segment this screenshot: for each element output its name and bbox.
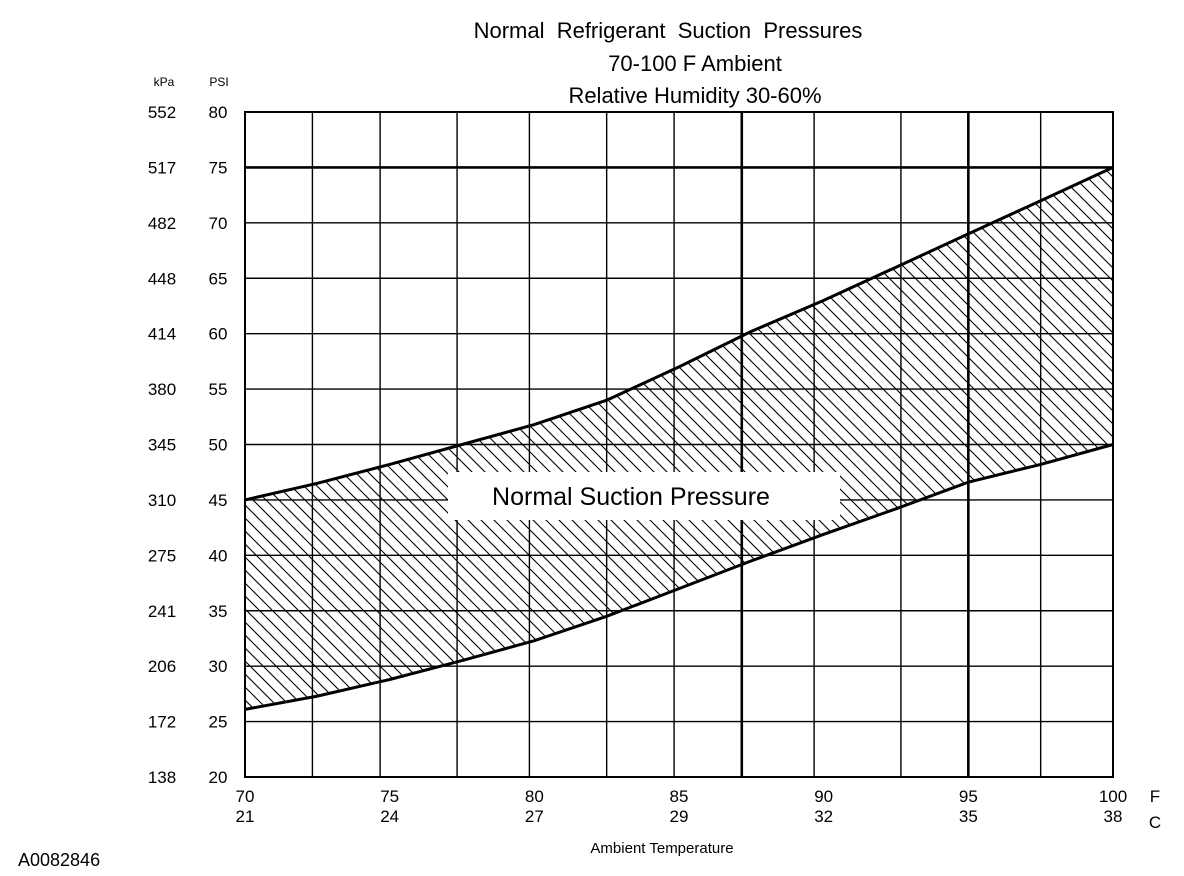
- y-tick-psi: 80: [209, 103, 228, 122]
- x-tick-f: 80: [525, 787, 544, 806]
- x-tick-f: 100: [1099, 787, 1127, 806]
- x-tick-c: 29: [670, 807, 689, 826]
- y-tick-kpa: 206: [148, 657, 176, 676]
- y-tick-kpa: 552: [148, 103, 176, 122]
- x-tick-f: 70: [236, 787, 255, 806]
- y-tick-kpa: 517: [148, 158, 176, 177]
- y-tick-kpa: 345: [148, 436, 176, 455]
- y-tick-psi: 55: [209, 380, 228, 399]
- y-tick-psi: 20: [209, 768, 228, 787]
- y-tick-psi: 30: [209, 657, 228, 676]
- x-tick-c: 21: [236, 807, 255, 826]
- y-tick-kpa: 275: [148, 546, 176, 565]
- x-tick-f: 90: [814, 787, 833, 806]
- y-tick-psi: 70: [209, 214, 228, 233]
- y-tick-kpa: 310: [148, 491, 176, 510]
- x-tick-c: 35: [959, 807, 978, 826]
- x-unit-c: C: [1149, 813, 1161, 832]
- band-label: Normal Suction Pressure: [492, 483, 770, 511]
- y-tick-kpa: 172: [148, 713, 176, 732]
- x-tick-f: 75: [380, 787, 399, 806]
- y-tick-psi: 65: [209, 269, 228, 288]
- y-tick-psi: 35: [209, 602, 228, 621]
- x-axis-labels: 70 75 80 85 90 95 100 21 24 27 29 32 35 38: [236, 787, 1128, 826]
- chart-title: Normal Refrigerant Suction Pressures: [474, 18, 863, 43]
- y-tick-psi: 50: [209, 436, 228, 455]
- y-tick-psi: 25: [209, 713, 228, 732]
- y-tick-kpa: 482: [148, 214, 176, 233]
- y-unit-psi: PSI: [209, 75, 228, 89]
- normal-pressure-band: [245, 167, 1113, 710]
- y-axis-labels: 552 80 517 75 482 70 448 65 414 60 380 55 345 50 310 45…: [148, 103, 228, 787]
- x-tick-f: 85: [670, 787, 689, 806]
- band-label-backdrop: [448, 472, 840, 520]
- y-unit-kpa: kPa: [154, 75, 175, 89]
- x-tick-c: 32: [814, 807, 833, 826]
- x-tick-c: 24: [380, 807, 399, 826]
- y-tick-psi: 40: [209, 546, 228, 565]
- plot-frame: [244, 111, 1114, 778]
- figure-id: A0082846: [18, 850, 100, 870]
- y-tick-kpa: 138: [148, 768, 176, 787]
- y-tick-kpa: 448: [148, 269, 176, 288]
- y-tick-kpa: 380: [148, 380, 176, 399]
- x-tick-f: 95: [959, 787, 978, 806]
- chart-subtitle-ambient: 70-100 F Ambient: [608, 51, 782, 76]
- y-tick-kpa: 241: [148, 602, 176, 621]
- lower-limit-line: [244, 443, 1114, 711]
- upper-limit-line: [244, 166, 1114, 502]
- x-tick-c: 27: [525, 807, 544, 826]
- y-tick-psi: 60: [209, 325, 228, 344]
- x-unit-f: F: [1150, 787, 1160, 806]
- y-tick-psi: 45: [209, 491, 228, 510]
- x-axis-title: Ambient Temperature: [590, 840, 733, 857]
- x-tick-c: 38: [1104, 807, 1123, 826]
- chart-subtitle-humidity: Relative Humidity 30-60%: [568, 83, 821, 108]
- y-tick-psi: 75: [209, 158, 228, 177]
- y-tick-kpa: 414: [148, 325, 176, 344]
